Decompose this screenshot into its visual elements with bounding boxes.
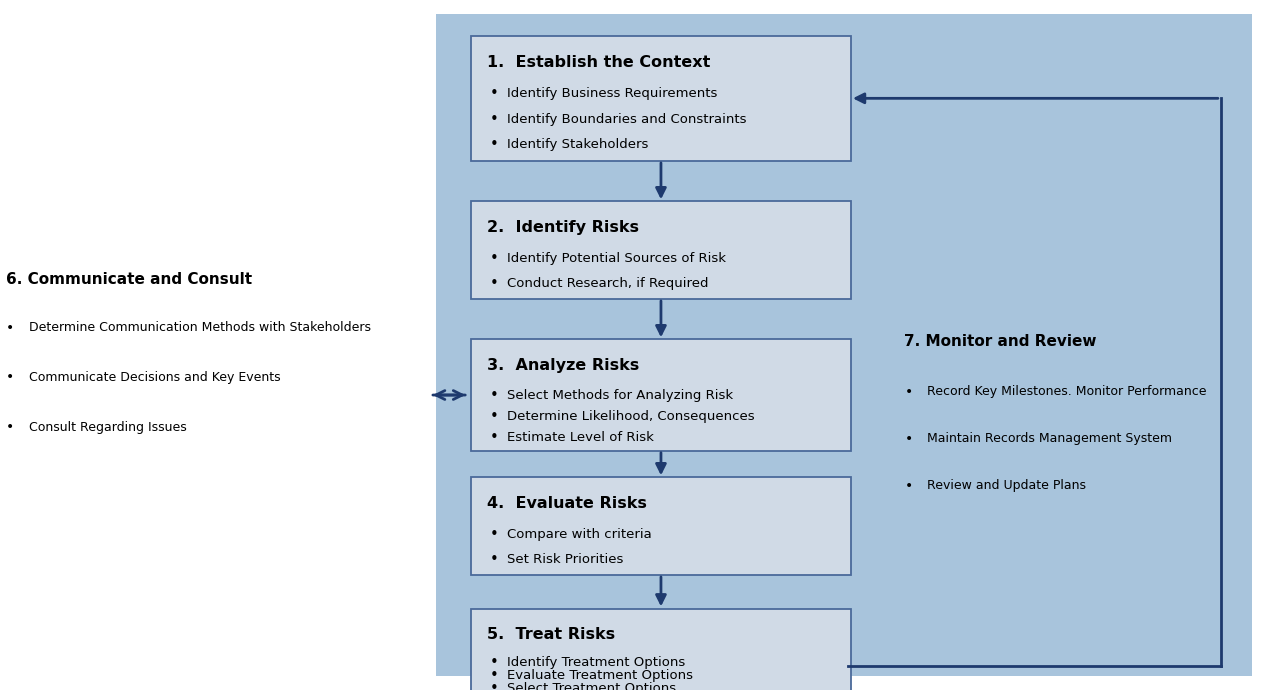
Text: 7. Monitor and Review: 7. Monitor and Review: [904, 334, 1097, 349]
Text: •: •: [490, 86, 498, 101]
Text: Identify Business Requirements: Identify Business Requirements: [507, 87, 717, 100]
Text: •: •: [490, 527, 498, 542]
Text: Determine Communication Methods with Stakeholders: Determine Communication Methods with Sta…: [29, 322, 371, 334]
FancyBboxPatch shape: [436, 14, 1252, 676]
FancyBboxPatch shape: [471, 201, 851, 299]
Text: 3.  Analyze Risks: 3. Analyze Risks: [487, 358, 639, 373]
Text: •: •: [490, 251, 498, 266]
Text: Maintain Records Management System: Maintain Records Management System: [927, 433, 1173, 445]
Text: 1.  Establish the Context: 1. Establish the Context: [487, 55, 711, 70]
Text: •: •: [490, 668, 498, 683]
Text: Record Key Milestones. Monitor Performance: Record Key Milestones. Monitor Performan…: [927, 386, 1207, 398]
Text: Estimate Level of Risk: Estimate Level of Risk: [507, 431, 654, 444]
Text: Consult Regarding Issues: Consult Regarding Issues: [29, 421, 187, 433]
Text: •: •: [6, 321, 15, 335]
Text: •: •: [490, 275, 498, 290]
Text: Review and Update Plans: Review and Update Plans: [927, 480, 1087, 492]
FancyBboxPatch shape: [471, 36, 851, 161]
FancyBboxPatch shape: [471, 477, 851, 575]
Text: Select Methods for Analyzing Risk: Select Methods for Analyzing Risk: [507, 389, 734, 402]
Text: Select Treatment Options: Select Treatment Options: [507, 682, 677, 690]
Text: •: •: [490, 112, 498, 126]
Text: 2.  Identify Risks: 2. Identify Risks: [487, 220, 639, 235]
Text: •: •: [490, 551, 498, 566]
Text: Determine Likelihood, Consequences: Determine Likelihood, Consequences: [507, 410, 755, 423]
Text: •: •: [490, 137, 498, 152]
Text: Communicate Decisions and Key Events: Communicate Decisions and Key Events: [29, 371, 281, 384]
Text: 4.  Evaluate Risks: 4. Evaluate Risks: [487, 496, 646, 511]
FancyBboxPatch shape: [471, 339, 851, 451]
Text: •: •: [490, 430, 498, 444]
Text: 6. Communicate and Consult: 6. Communicate and Consult: [6, 272, 253, 287]
Text: •: •: [490, 655, 498, 670]
Text: Identify Boundaries and Constraints: Identify Boundaries and Constraints: [507, 112, 746, 126]
Text: Compare with criteria: Compare with criteria: [507, 529, 651, 542]
Text: •: •: [490, 388, 498, 403]
Text: •: •: [904, 385, 913, 399]
Text: •: •: [490, 409, 498, 424]
Text: Set Risk Priorities: Set Risk Priorities: [507, 553, 624, 566]
Text: Identify Potential Sources of Risk: Identify Potential Sources of Risk: [507, 253, 726, 266]
Text: Identify Stakeholders: Identify Stakeholders: [507, 138, 649, 151]
Text: •: •: [490, 681, 498, 690]
Text: 5.  Treat Risks: 5. Treat Risks: [487, 627, 615, 642]
Text: •: •: [904, 479, 913, 493]
Text: Conduct Research, if Required: Conduct Research, if Required: [507, 277, 708, 290]
FancyBboxPatch shape: [471, 609, 851, 690]
Text: •: •: [904, 432, 913, 446]
Text: Identify Treatment Options: Identify Treatment Options: [507, 656, 686, 669]
Text: •: •: [6, 371, 15, 384]
Text: Evaluate Treatment Options: Evaluate Treatment Options: [507, 669, 693, 682]
Text: •: •: [6, 420, 15, 434]
